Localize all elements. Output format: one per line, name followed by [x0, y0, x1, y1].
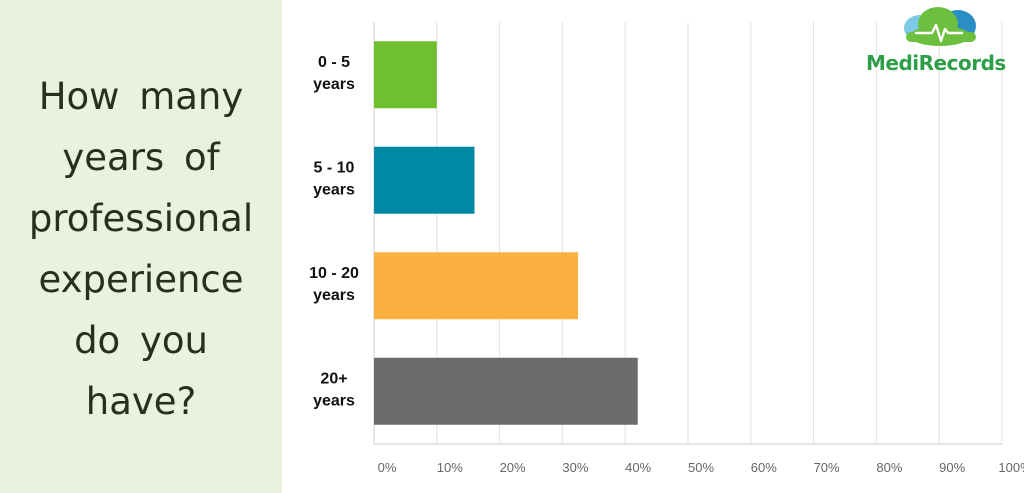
category-label: 20+ years — [313, 370, 355, 409]
category-label: 10 - 20 years — [309, 265, 359, 304]
cloud-heartbeat-icon — [904, 7, 976, 46]
x-tick-label: 20% — [500, 460, 526, 475]
logo-text: MediRecords — [866, 51, 1006, 75]
question-line: have? — [85, 380, 197, 423]
question-line: How many — [38, 75, 244, 118]
category-label: 5 - 10 years — [313, 159, 355, 198]
x-tick-label: 30% — [562, 460, 588, 475]
question-panel: How many years of professional experienc… — [0, 0, 282, 493]
category-label: 0 - 5 years — [313, 54, 355, 93]
x-tick-label: 10% — [437, 460, 463, 475]
question-line: professional — [28, 197, 254, 240]
question-title: How many years of professional experienc… — [0, 66, 282, 432]
bar-chart: 0% 10% 20% 30% 40% 50% 60% 70% 80% 90% 100% 0 - 5ye… — [309, 22, 1024, 475]
question-line: do you — [74, 319, 208, 362]
x-tick-label: 70% — [814, 460, 840, 475]
bar — [374, 41, 437, 109]
bar — [374, 357, 638, 425]
x-tick-label: 40% — [625, 460, 651, 475]
question-line: experience — [38, 258, 244, 301]
x-tick-label: 60% — [751, 460, 777, 475]
x-tick-label: 90% — [939, 460, 965, 475]
x-tick-label: 100% — [998, 460, 1024, 475]
bar — [374, 146, 475, 214]
x-tick-label: 80% — [876, 460, 902, 475]
bar — [374, 252, 579, 320]
medirecords-logo: MediRecords — [862, 4, 1022, 78]
x-tick-label: 0% — [378, 460, 397, 475]
question-line: years of — [62, 136, 220, 179]
x-tick-label: 50% — [688, 460, 714, 475]
